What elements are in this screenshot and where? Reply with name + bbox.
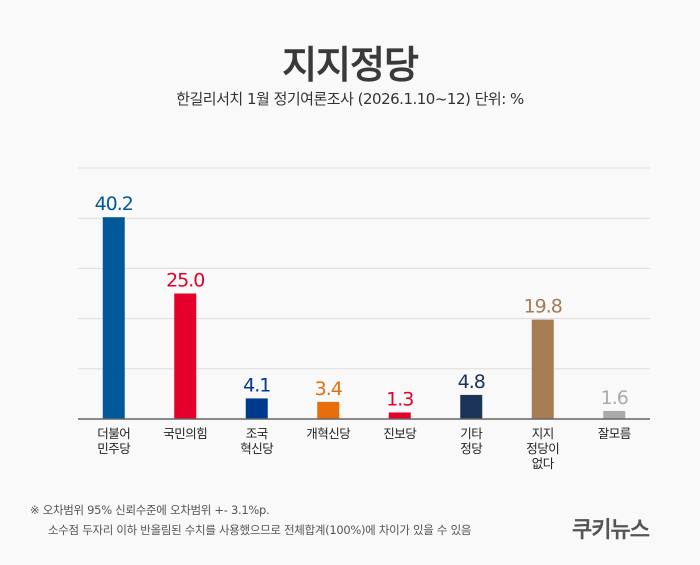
- category-label: 정당이: [526, 441, 559, 456]
- category-label: 잘모름: [598, 426, 631, 441]
- kukinews-logo: 쿠키뉴스: [572, 518, 650, 543]
- bar: [531, 319, 554, 419]
- bar: [102, 217, 125, 419]
- category-label: 혁신당: [240, 441, 274, 456]
- bar: [460, 394, 483, 419]
- category-label: 개혁신당: [306, 426, 351, 441]
- footnote-rounding: 소수점 두자리 이하 반올림된 수치를 사용했으므로 전체합계(100%)에 차…: [48, 523, 472, 537]
- bar: [245, 398, 268, 419]
- bar: [388, 412, 411, 419]
- data-label: 19.8: [524, 296, 562, 318]
- category-label: 진보당: [383, 426, 417, 441]
- chart-subtitle: 한길리서치 1월 정기여론조사 (2026.1.10~12) 단위: %: [176, 90, 524, 108]
- category-label: 지지: [532, 426, 554, 441]
- data-label: 4.1: [243, 374, 270, 396]
- category-label: 기타: [460, 426, 483, 441]
- category-label: 민주당: [97, 441, 131, 456]
- footnote-margin-of-error: ※ 오차범위 95% 신뢰수준에 오차범위 +- 3.1%p.: [30, 503, 270, 517]
- category-label: 조국: [246, 426, 268, 441]
- data-label: 1.6: [601, 387, 628, 409]
- data-label: 40.2: [95, 193, 133, 215]
- bar: [174, 293, 197, 419]
- data-label: 1.3: [386, 388, 413, 410]
- bar: [603, 410, 626, 419]
- category-label: 없다: [532, 456, 555, 471]
- category-label: 더불어: [97, 426, 130, 441]
- data-label: 25.0: [166, 270, 204, 292]
- category-label: 정당: [460, 441, 483, 456]
- chart-title: 지지정당: [282, 43, 419, 87]
- data-label: 3.4: [315, 378, 343, 400]
- category-label: 국민의힘: [163, 426, 207, 441]
- data-label: 4.8: [458, 371, 485, 393]
- bar: [317, 401, 340, 419]
